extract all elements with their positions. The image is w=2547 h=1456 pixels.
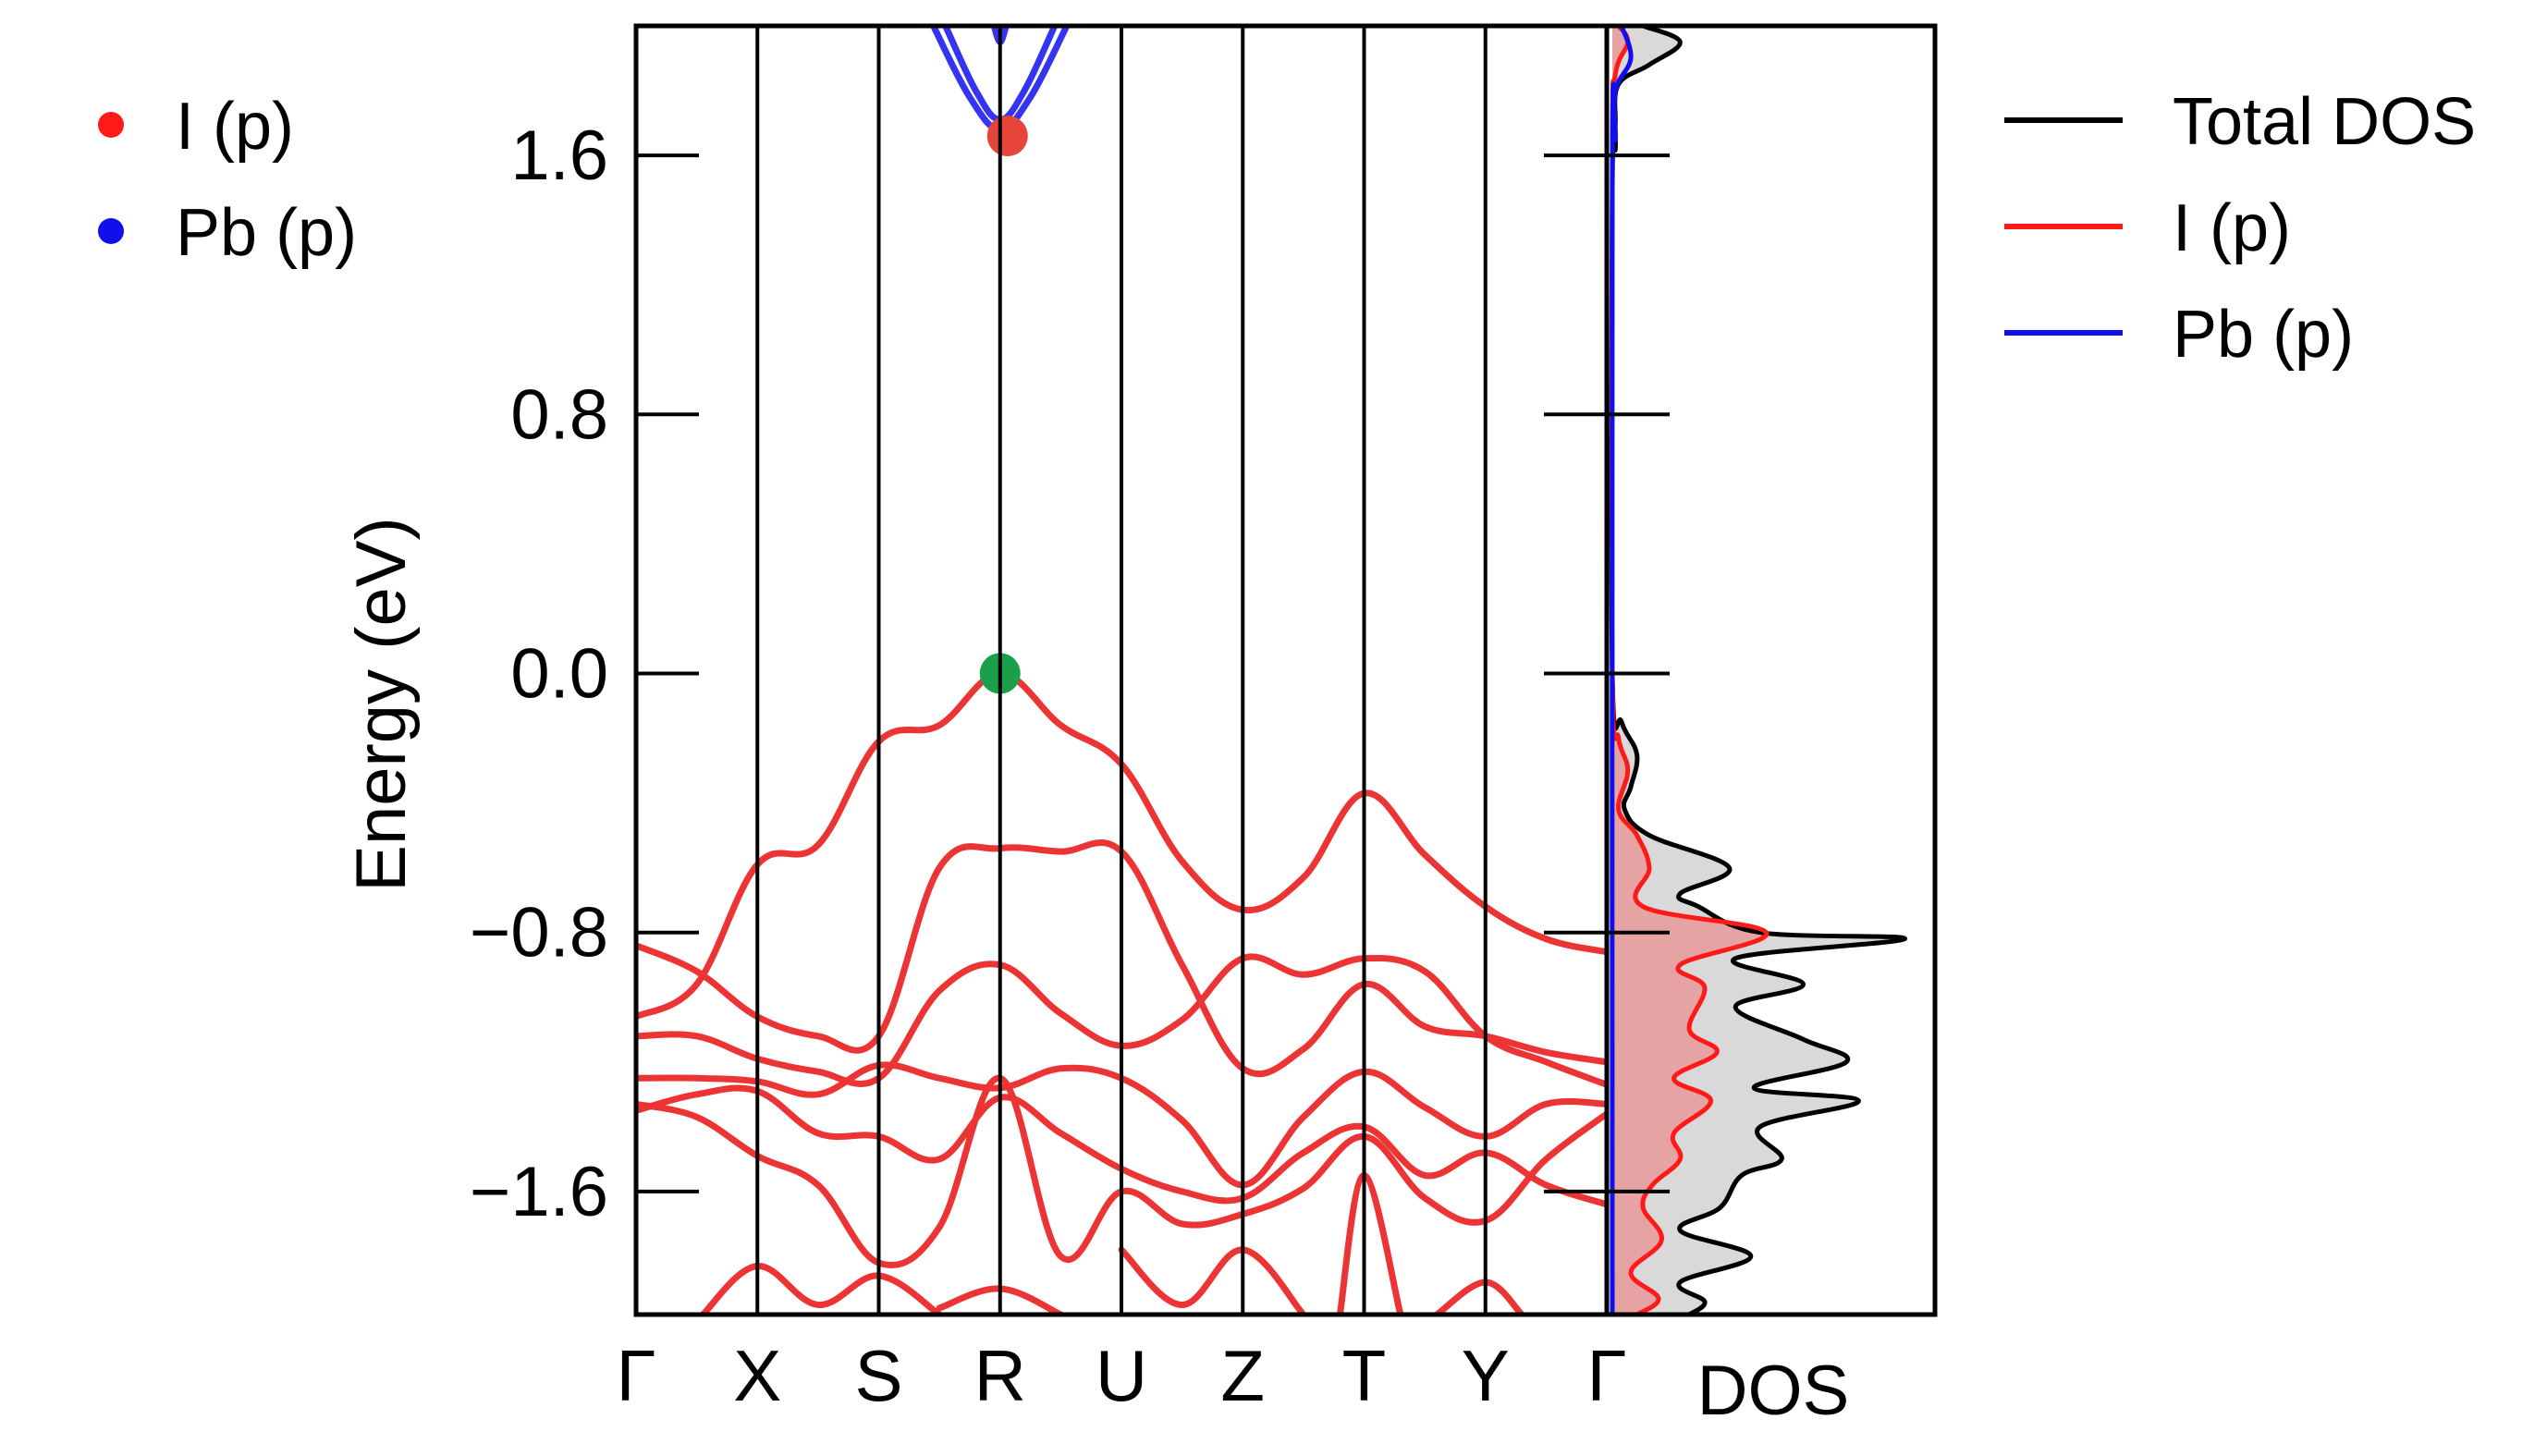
kpoint-label: Γ: [617, 1335, 656, 1416]
valence-band-4: [636, 1061, 1607, 1189]
valence-band-1: [636, 670, 1607, 1021]
legend-label: Total DOS: [2173, 85, 2476, 159]
kpoint-label: Γ: [1587, 1335, 1627, 1416]
legend-marker: [98, 112, 124, 138]
y-tick-label: −0.8: [470, 894, 608, 973]
y-axis-label: Energy (eV): [342, 517, 421, 892]
ip-dos-fill: [1611, 26, 1767, 1315]
legend-marker: [98, 218, 124, 244]
legend-label: I (p): [176, 90, 294, 164]
cbm-marker: [986, 116, 1028, 157]
y-tick-label: 1.6: [510, 116, 608, 195]
valence-band-10: [1336, 1171, 1404, 1315]
y-tick-label: 0.0: [510, 635, 608, 714]
valence-band-7: [699, 1263, 943, 1315]
dos-panel-frame: [1604, 23, 1938, 1317]
band-legend: I (p) Pb (p): [98, 90, 357, 270]
pb-dos-line: [1610, 26, 1634, 1315]
valence-band-6: [636, 1074, 1607, 1269]
kpoint-label: Y: [1462, 1335, 1510, 1416]
kpoint-label: T: [1342, 1335, 1387, 1416]
kpoint-label: Z: [1220, 1335, 1265, 1416]
y-tick-label: −1.6: [470, 1153, 608, 1231]
legend-label: I (p): [2173, 191, 2291, 265]
kpoint-label: R: [974, 1335, 1026, 1416]
kpoint-label: X: [733, 1335, 781, 1416]
dos-axis-label: DOS: [1697, 1352, 1850, 1430]
valence-band-11: [1433, 1279, 1525, 1315]
band-structure-panel: 1.60.80.0−0.8−1.6Γ X S R U Z T Y Γ: [470, 23, 1627, 1416]
legend-label: Pb (p): [176, 196, 357, 270]
kpoint-label: S: [854, 1335, 902, 1416]
dos-panel: [1544, 23, 1938, 1317]
kpoint-label: U: [1096, 1335, 1147, 1416]
legend-label: Pb (p): [2173, 298, 2354, 372]
valence-band-9: [1118, 1246, 1307, 1315]
y-tick-label: 0.8: [510, 375, 608, 454]
dos-legend: Total DOS I (p) Pb (p): [2004, 85, 2476, 372]
